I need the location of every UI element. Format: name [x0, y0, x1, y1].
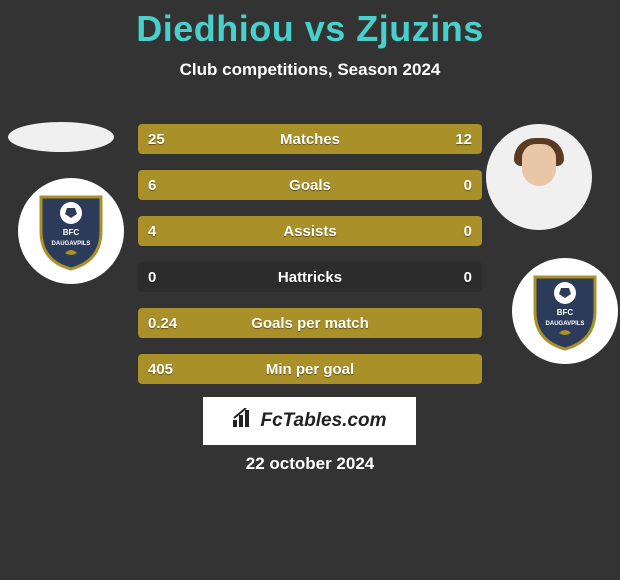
- club-shield-icon: BFC DAUGAVPILS: [531, 271, 599, 351]
- player-left-avatar: [8, 122, 114, 152]
- stat-label: Goals: [138, 177, 482, 194]
- stat-row: 6Goals0: [138, 170, 482, 200]
- stat-value-right: 0: [464, 223, 472, 240]
- stat-row: 0.24Goals per match: [138, 308, 482, 338]
- page-title: Diedhiou vs Zjuzins: [0, 0, 620, 50]
- svg-text:DAUGAVPILS: DAUGAVPILS: [546, 321, 585, 327]
- svg-text:DAUGAVPILS: DAUGAVPILS: [52, 241, 91, 247]
- stats-bar-chart: 25Matches126Goals04Assists00Hattricks00.…: [138, 124, 482, 384]
- svg-text:BFC: BFC: [63, 228, 80, 237]
- stat-label: Hattricks: [138, 269, 482, 286]
- branding-text: FcTables.com: [260, 410, 386, 432]
- stat-label: Min per goal: [138, 361, 482, 378]
- stat-value-right: 0: [464, 269, 472, 286]
- stat-label: Goals per match: [138, 315, 482, 332]
- page-subtitle: Club competitions, Season 2024: [0, 60, 620, 80]
- stat-row: 25Matches12: [138, 124, 482, 154]
- stat-row: 4Assists0: [138, 216, 482, 246]
- player-left-club-badge: BFC DAUGAVPILS: [18, 178, 124, 284]
- svg-text:BFC: BFC: [557, 308, 574, 317]
- stat-row: 405Min per goal: [138, 354, 482, 384]
- player-right-club-badge: BFC DAUGAVPILS: [512, 258, 618, 364]
- club-shield-icon: BFC DAUGAVPILS: [37, 191, 105, 271]
- stat-label: Assists: [138, 223, 482, 240]
- stat-row: 0Hattricks0: [138, 262, 482, 292]
- player-right-avatar: [486, 124, 592, 230]
- stat-label: Matches: [138, 131, 482, 148]
- branding-badge: FcTables.com: [203, 397, 416, 445]
- stat-value-right: 0: [464, 177, 472, 194]
- chart-date: 22 october 2024: [0, 454, 620, 474]
- stat-value-right: 12: [455, 131, 472, 148]
- branding-logo-icon: [232, 408, 254, 434]
